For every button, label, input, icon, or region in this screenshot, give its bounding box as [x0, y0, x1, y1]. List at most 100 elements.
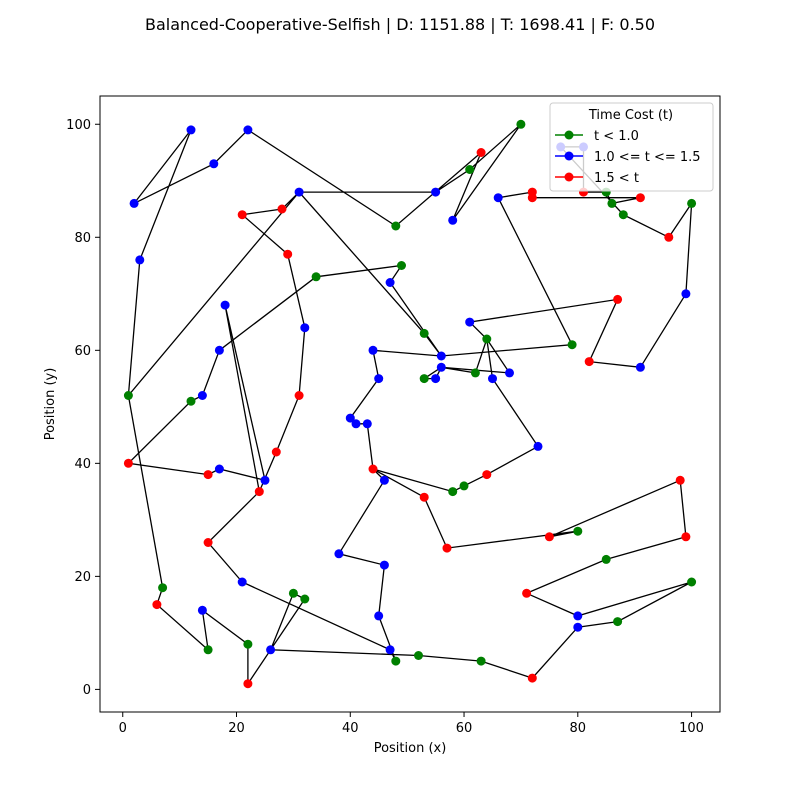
point-29 — [584, 357, 594, 367]
point-3 — [209, 159, 219, 169]
point-68 — [135, 255, 145, 265]
point-95 — [379, 560, 389, 570]
point-67 — [123, 391, 133, 400]
point-62 — [294, 391, 304, 400]
x-axis-label: Position (x) — [374, 741, 447, 756]
point-19 — [607, 198, 617, 208]
point-58 — [260, 475, 270, 485]
point-28 — [635, 362, 645, 372]
legend-marker-2 — [564, 151, 574, 161]
point-92 — [419, 492, 429, 502]
legend-marker-1 — [564, 130, 574, 140]
point-96 — [374, 611, 384, 621]
point-57 — [214, 464, 224, 474]
point-24 — [618, 210, 628, 220]
route-line-2 — [127, 395, 692, 686]
point-56 — [203, 470, 213, 480]
point-13 — [436, 351, 446, 361]
point-76 — [288, 588, 298, 598]
point-17 — [527, 193, 537, 203]
point-70 — [152, 600, 162, 610]
point-46 — [345, 413, 355, 423]
point-79 — [476, 656, 486, 666]
point-71 — [203, 645, 213, 655]
y-tick-label-80: 80 — [74, 231, 91, 246]
point-78 — [414, 651, 423, 660]
route-points — [123, 119, 697, 689]
y-tick-label-60: 60 — [74, 344, 91, 359]
legend: Time Cost (t) t < 1.0 1.0 <= t <= 1.5 1.5 … — [549, 102, 714, 192]
point-10 — [431, 187, 441, 197]
legend-label-1: t < 1.0 — [594, 129, 639, 144]
point-72 — [197, 605, 207, 615]
legend-label-3: 1.5 < t — [594, 171, 639, 186]
x-tick-label-80: 80 — [570, 721, 587, 736]
point-35 — [431, 374, 441, 384]
x-tick-label-40: 40 — [342, 721, 359, 736]
x-tick-label-100: 100 — [679, 721, 704, 736]
y-tick-label-100: 100 — [66, 118, 91, 133]
point-65 — [237, 210, 247, 220]
x-axis: 0 20 40 60 80 100 — [119, 712, 704, 736]
point-66 — [277, 204, 287, 214]
point-89 — [544, 532, 554, 542]
point-48 — [368, 345, 378, 355]
point-9 — [465, 165, 475, 174]
y-axis-label: Position (y) — [43, 368, 58, 441]
y-tick-label-20: 20 — [74, 570, 91, 585]
point-15 — [493, 193, 503, 203]
legend-label-2: 1.0 <= t <= 1.5 — [594, 150, 701, 165]
point-97 — [391, 656, 401, 666]
legend-marker-3 — [564, 172, 574, 182]
point-51 — [311, 272, 321, 282]
point-91 — [442, 543, 452, 553]
point-75 — [266, 645, 276, 655]
point-39 — [533, 441, 543, 451]
point-52 — [214, 345, 224, 355]
point-11 — [294, 187, 304, 197]
point-83 — [687, 577, 697, 587]
point-93 — [379, 475, 389, 485]
point-6 — [476, 148, 486, 157]
point-87 — [681, 532, 691, 542]
point-14 — [567, 340, 577, 350]
point-40 — [482, 470, 492, 480]
point-32 — [482, 334, 492, 344]
point-33 — [470, 368, 480, 378]
point-98 — [385, 645, 395, 655]
point-60 — [254, 487, 264, 497]
point-61 — [271, 447, 281, 457]
point-25 — [664, 232, 674, 242]
point-34 — [436, 362, 446, 372]
point-27 — [681, 289, 691, 299]
y-tick-label-0: 0 — [83, 683, 91, 698]
point-82 — [613, 617, 623, 627]
point-45 — [351, 419, 361, 429]
point-63 — [300, 323, 310, 333]
point-73 — [243, 639, 253, 649]
point-12 — [419, 328, 429, 338]
legend-box — [549, 102, 714, 192]
point-37 — [505, 368, 514, 378]
point-86 — [601, 554, 611, 564]
point-59 — [220, 300, 230, 310]
point-100 — [203, 538, 213, 547]
point-41 — [459, 481, 469, 491]
point-31 — [465, 317, 475, 327]
point-49 — [385, 278, 395, 287]
point-18 — [635, 193, 645, 203]
point-50 — [397, 261, 406, 270]
point-69 — [158, 583, 168, 593]
point-8 — [516, 119, 526, 129]
point-81 — [573, 622, 583, 632]
x-tick-label-60: 60 — [456, 721, 473, 736]
point-54 — [186, 396, 196, 406]
point-1 — [186, 125, 196, 135]
point-26 — [687, 198, 697, 208]
point-99 — [237, 577, 247, 587]
point-5 — [391, 221, 401, 231]
x-tick-label-0: 0 — [119, 721, 127, 736]
point-42 — [448, 487, 458, 497]
point-38 — [488, 374, 497, 384]
